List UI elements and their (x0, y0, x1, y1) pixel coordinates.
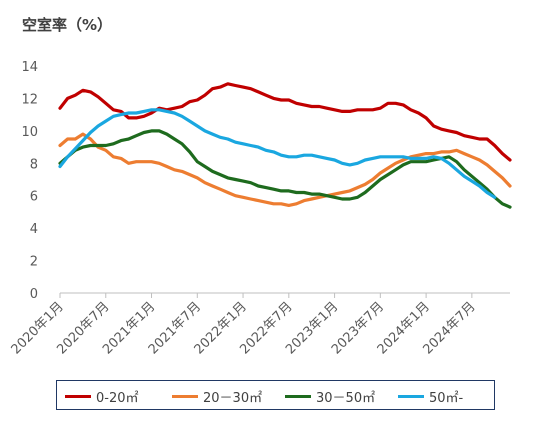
y-tick-label: 12 (21, 92, 38, 107)
legend-swatch-30-50 (285, 394, 311, 398)
legend-swatch-50-plus (398, 394, 424, 398)
y-axis-title: 空室率（%） (22, 16, 113, 34)
y-tick-label: 0 (30, 287, 38, 302)
legend-label-50-plus: 50㎡- (429, 390, 464, 406)
y-tick-label: 6 (30, 190, 38, 205)
legend-item-0-20: 0-20㎡ (65, 387, 139, 406)
legend-item-50-plus: 50㎡- (398, 387, 464, 406)
y-tick-label: 2 (30, 255, 38, 270)
legend: 0-20㎡ 20－30㎡ 30－50㎡ 50㎡- (56, 380, 495, 410)
legend-item-20-30: 20－30㎡ (172, 387, 263, 406)
y-tick-label: 8 (30, 157, 38, 172)
legend-label-0-20: 0-20㎡ (96, 390, 139, 406)
y-tick-label: 14 (21, 60, 38, 75)
legend-item-30-50: 30－50㎡ (285, 387, 376, 406)
y-tick-label: 10 (21, 125, 38, 140)
series-line-0 (58, 82, 512, 162)
series-line-3 (58, 108, 497, 199)
y-tick-label: 4 (30, 222, 38, 237)
legend-label-30-50: 30－50㎡ (316, 390, 376, 406)
line-chart: 024681012142020年1月2020年7月2021年1月2021年7月2… (9, 60, 512, 357)
legend-swatch-0-20 (65, 394, 91, 398)
series-line-2 (58, 129, 512, 209)
legend-label-20-30: 20－30㎡ (203, 390, 263, 406)
legend-swatch-20-30 (172, 394, 198, 398)
series-line-1 (58, 132, 512, 207)
